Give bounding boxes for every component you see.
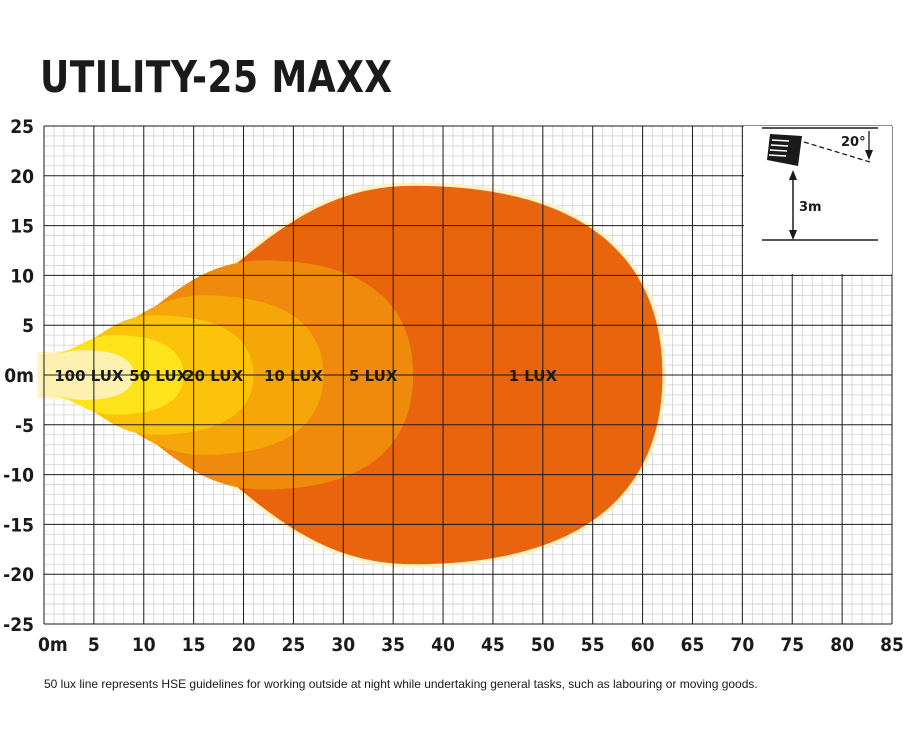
x-tick-label: 40 — [431, 634, 455, 656]
y-tick-label: 25 — [10, 116, 34, 138]
y-tick-label: -20 — [3, 564, 34, 586]
angle-arrow-head — [865, 150, 873, 160]
light-bar-icon — [767, 134, 802, 166]
y-tick-label: 15 — [10, 216, 34, 238]
y-tick-label: -10 — [3, 465, 34, 487]
x-tick-label: 60 — [631, 634, 655, 656]
zone-label: 100 LUX — [54, 367, 124, 385]
zone-label: 10 LUX — [264, 367, 323, 385]
x-tick-label: 70 — [730, 634, 754, 656]
zone-label: 50 LUX — [129, 367, 188, 385]
x-tick-label: 80 — [830, 634, 854, 656]
y-tick-label: 5 — [22, 315, 34, 337]
y-tick-label: 10 — [10, 265, 34, 287]
x-tick-label: 50 — [531, 634, 555, 656]
y-tick-label: -5 — [15, 415, 34, 437]
footnote: 50 lux line represents HSE guidelines fo… — [44, 677, 758, 691]
x-tick-label: 30 — [331, 634, 355, 656]
x-axis-ticks: 0m 5 10 15 20 25 30 35 40 45 50 55 60 65 70 75 80 85 — [38, 634, 903, 656]
x-tick-label: 0m — [38, 634, 68, 656]
height-arrow-top — [789, 170, 797, 180]
zone-label: 5 LUX — [349, 367, 398, 385]
y-tick-label: -15 — [3, 514, 34, 536]
x-tick-label: 65 — [681, 634, 705, 656]
y-axis-ticks: 25 20 15 10 5 0m -5 -10 -15 -20 -25 — [3, 116, 34, 636]
mounting-inset: 20° 3m — [744, 126, 892, 274]
y-tick-label: 20 — [10, 166, 34, 188]
y-tick-label: 0m — [4, 365, 34, 387]
x-tick-label: 75 — [780, 634, 804, 656]
height-label: 3m — [799, 200, 822, 215]
x-tick-label: 55 — [581, 634, 605, 656]
height-arrow-bottom — [789, 230, 797, 240]
x-tick-label: 15 — [182, 634, 206, 656]
chart-title: UTILITY-25 MAXX — [40, 52, 393, 103]
x-tick-label: 45 — [481, 634, 505, 656]
y-tick-label: -25 — [3, 614, 34, 636]
x-tick-label: 5 — [88, 634, 100, 656]
zone-label: 20 LUX — [184, 367, 243, 385]
x-tick-label: 35 — [381, 634, 405, 656]
x-tick-label: 20 — [232, 634, 256, 656]
x-tick-label: 25 — [282, 634, 306, 656]
x-tick-label: 85 — [880, 634, 903, 656]
angle-label: 20° — [841, 135, 866, 150]
beam-angle-line — [803, 141, 871, 163]
x-tick-label: 10 — [132, 634, 156, 656]
zone-label: 1 LUX — [509, 367, 558, 385]
